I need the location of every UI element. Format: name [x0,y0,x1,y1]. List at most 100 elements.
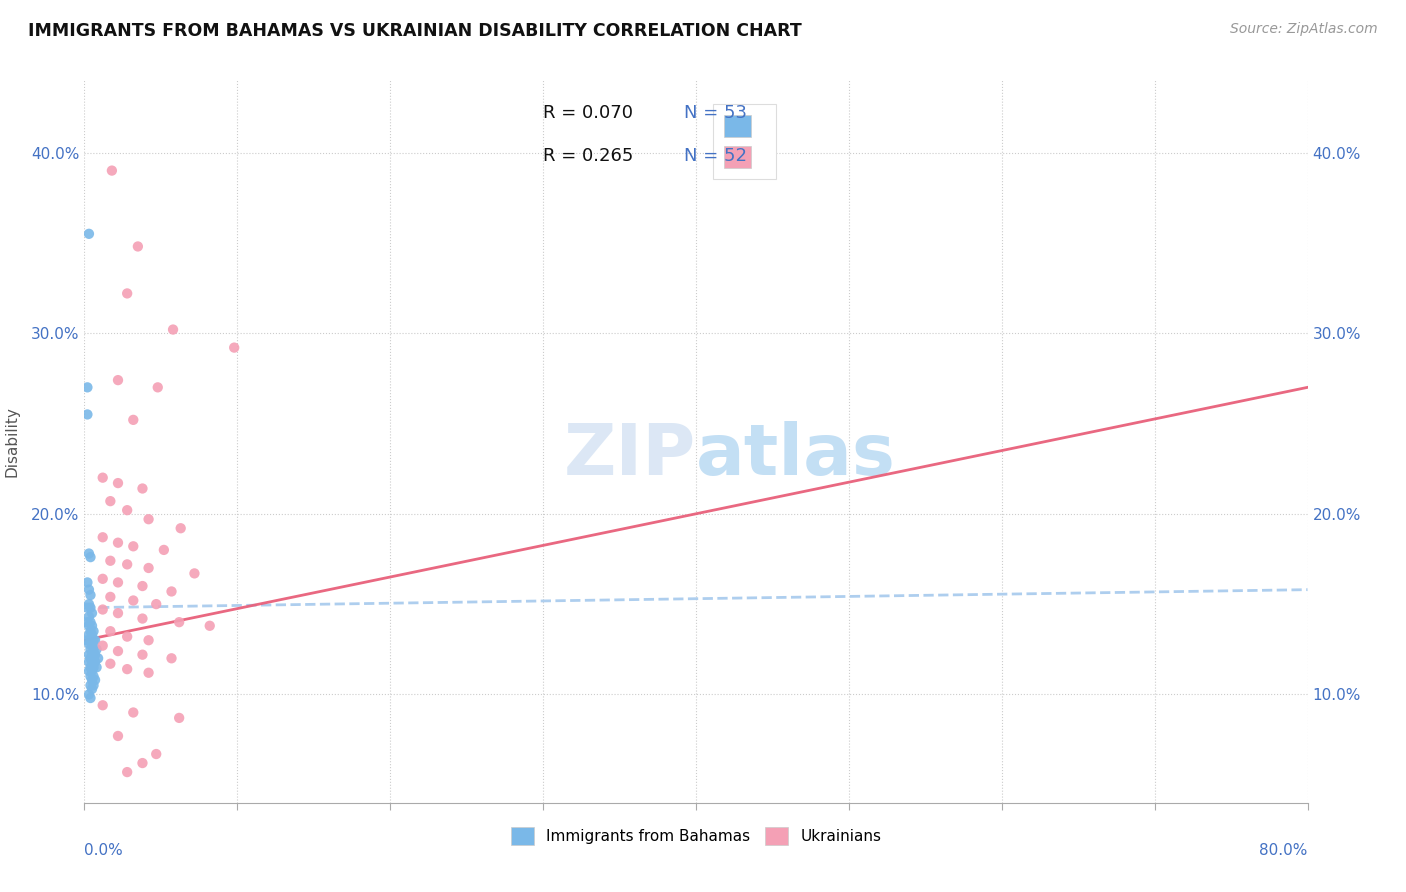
Point [87,651,110,665]
Point [80,648,103,662]
Point [115,286,138,301]
Point [80,664,103,678]
Point [77,655,100,669]
Text: atlas: atlas [696,422,896,491]
Point [83,660,105,674]
Text: Source: ZipAtlas.com: Source: ZipAtlas.com [1230,22,1378,37]
Point [80,655,103,669]
Point [98,624,121,639]
Point [79,633,101,648]
Point [131,756,153,770]
Point [77,227,100,241]
Point [77,582,100,597]
Point [98,554,121,568]
Point [122,593,145,607]
Point [84,673,107,687]
Point [80,681,103,696]
Point [79,678,101,692]
Point [77,597,100,611]
Point [115,503,138,517]
Point [107,535,129,549]
Point [153,542,176,557]
Point [138,665,160,680]
Point [131,648,153,662]
Point [79,600,101,615]
Point [107,373,129,387]
Point [79,615,101,630]
Point [91,530,114,544]
Point [79,651,101,665]
Point [115,662,138,676]
Point [76,633,98,648]
Point [131,482,153,496]
Point [115,630,138,644]
Point [83,669,105,683]
Point [170,521,193,535]
Point [138,512,160,526]
Point [98,590,121,604]
Point [80,606,103,620]
Point [76,408,98,422]
Y-axis label: Disability: Disability [4,406,20,477]
Point [198,619,221,633]
Point [183,566,205,581]
Text: N = 52: N = 52 [683,147,747,165]
Point [83,642,105,657]
Point [145,747,167,761]
Text: R = 0.070: R = 0.070 [543,103,633,122]
Point [91,602,114,616]
Point [77,619,100,633]
Point [162,322,184,336]
Point [86,660,108,674]
Point [76,615,98,630]
Point [131,579,153,593]
Point [83,678,105,692]
Point [84,655,107,669]
Point [83,624,105,639]
Point [77,648,100,662]
Point [115,558,138,572]
Point [160,584,183,599]
Point [79,588,101,602]
Point [107,575,129,590]
Point [98,657,121,671]
Point [80,628,103,642]
Point [91,639,114,653]
Point [77,637,100,651]
Point [84,648,107,662]
Point [79,624,101,639]
Point [77,547,100,561]
Point [91,698,114,713]
Point [79,642,101,657]
Point [131,611,153,625]
Text: ZIP: ZIP [564,422,696,491]
Text: R = 0.265: R = 0.265 [543,147,634,165]
Point [77,664,100,678]
Point [107,476,129,491]
Text: N = 53: N = 53 [683,103,747,122]
Point [83,633,105,648]
Point [86,642,108,657]
Point [77,628,100,642]
Point [80,673,103,687]
Point [122,413,145,427]
Point [91,572,114,586]
Point [76,600,98,615]
Point [76,380,98,394]
Point [122,539,145,553]
Point [160,651,183,665]
Text: 0.0%: 0.0% [84,843,124,857]
Point [145,597,167,611]
Point [107,729,129,743]
Point [167,615,190,630]
Point [84,633,107,648]
Point [91,471,114,485]
Point [138,633,160,648]
Point [101,163,124,178]
Point [138,561,160,575]
Point [77,609,100,624]
Text: IMMIGRANTS FROM BAHAMAS VS UKRAINIAN DISABILITY CORRELATION CHART: IMMIGRANTS FROM BAHAMAS VS UKRAINIAN DIS… [28,22,801,40]
Point [79,660,101,674]
Point [107,644,129,658]
Point [146,380,169,394]
